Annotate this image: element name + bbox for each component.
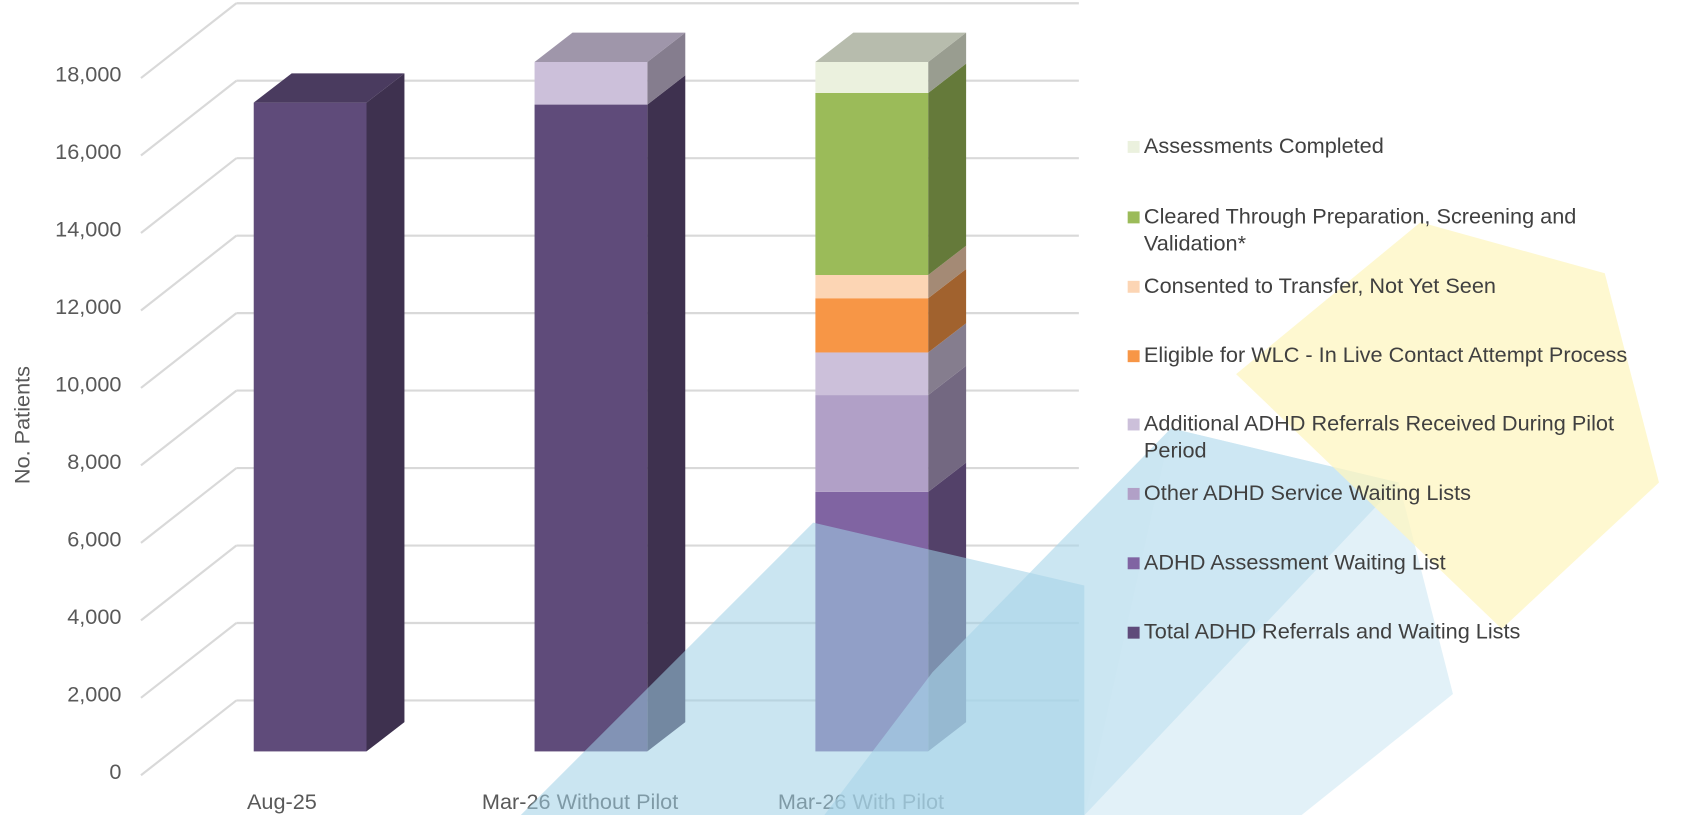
grid-diagonal — [140, 157, 238, 234]
grid-diagonal — [140, 544, 238, 622]
bar-side — [366, 73, 405, 752]
legend-swatch — [1127, 487, 1140, 500]
bar-segment — [815, 298, 929, 353]
legend-label: Other ADHD Service Waiting Lists — [1143, 480, 1471, 505]
legend-label: Cleared Through Preparation, Screening a… — [1143, 204, 1577, 256]
bar-segment — [815, 352, 929, 396]
bar-side — [928, 32, 967, 93]
legend-label: Total ADHD Referrals and Waiting Lists — [1143, 619, 1521, 644]
bar-top — [534, 32, 686, 62]
legend-item: Eligible for WLC - In Live Contact Attem… — [1127, 342, 1632, 369]
y-tick-label: 2,000 — [67, 681, 121, 706]
bar-segment — [815, 274, 929, 299]
bar-segment — [815, 395, 929, 492]
bar-side — [928, 268, 967, 353]
x-tick-label: Aug-25 — [247, 789, 317, 814]
grid-diagonal — [140, 312, 238, 389]
bar-side — [647, 32, 686, 105]
legend-label: ADHD Assessment Waiting List — [1143, 550, 1446, 575]
grid-diagonal — [140, 234, 238, 312]
bar-segment — [815, 92, 929, 275]
bar-side — [928, 365, 967, 492]
y-tick-label: 10,000 — [55, 372, 121, 397]
legend-label: Eligible for WLC - In Live Contact Attem… — [1143, 343, 1628, 368]
legend-swatch — [1127, 556, 1140, 569]
legend-label: Additional ADHD Referrals Received Durin… — [1143, 411, 1615, 463]
grid-diagonal — [140, 2, 238, 79]
grid-diagonal — [140, 467, 238, 544]
legend-item: Assessments Completed — [1127, 133, 1632, 160]
y-tick-label: 14,000 — [55, 217, 121, 242]
y-tick-label: 18,000 — [55, 62, 121, 87]
y-tick-label: 12,000 — [55, 294, 121, 319]
legend-swatch — [1127, 417, 1140, 430]
decoration — [520, 222, 1659, 815]
legend-label: Assessments Completed — [1143, 133, 1384, 158]
legend-item: Cleared Through Preparation, Screening a… — [1127, 203, 1632, 257]
grid-diagonal — [140, 79, 238, 157]
bar-side — [647, 75, 686, 752]
y-tick-label: 0 — [109, 759, 121, 784]
legend-swatch — [1127, 210, 1140, 223]
y-tick-label: 16,000 — [55, 139, 121, 164]
grid-diagonal — [140, 622, 238, 699]
deco-shape — [1084, 428, 1453, 815]
legend-item: Total ADHD Referrals and Waiting Lists — [1127, 619, 1632, 646]
legend-item: Consented to Transfer, Not Yet Seen — [1127, 273, 1632, 300]
legend-swatch — [1127, 626, 1140, 639]
bar-side — [928, 245, 967, 299]
legend-item: Other ADHD Service Waiting Lists — [1127, 480, 1632, 507]
legend-swatch — [1127, 280, 1140, 293]
bar-segment — [534, 61, 648, 105]
grid-diagonal — [140, 389, 238, 467]
legend-label: Consented to Transfer, Not Yet Seen — [1143, 273, 1496, 298]
legend-item: Additional ADHD Referrals Received Durin… — [1127, 410, 1632, 464]
legend-item: ADHD Assessment Waiting List — [1127, 549, 1632, 576]
y-tick-label: 6,000 — [67, 526, 121, 551]
deco-shape — [1236, 222, 1659, 629]
bar-top — [815, 32, 967, 62]
y-axis-title: No. Patients — [10, 366, 35, 484]
bar-segment — [253, 102, 367, 752]
bar-side — [928, 323, 967, 396]
legend-swatch — [1127, 349, 1140, 362]
y-tick-label: 8,000 — [67, 449, 121, 474]
bar-side — [928, 63, 967, 275]
y-tick-label: 4,000 — [67, 604, 121, 629]
bar-top — [253, 73, 405, 103]
bar-segment — [534, 104, 648, 752]
bar-segment — [815, 61, 929, 93]
legend-swatch — [1127, 140, 1140, 153]
grid-diagonal — [140, 699, 238, 777]
